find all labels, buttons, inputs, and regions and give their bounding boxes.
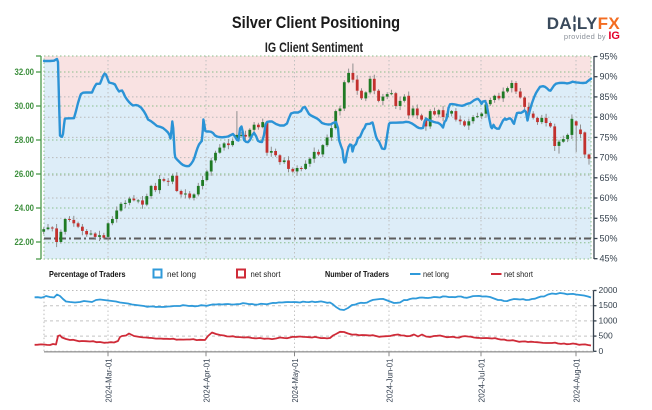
svg-text:32.00: 32.00 — [15, 67, 35, 77]
svg-text:28.00: 28.00 — [15, 135, 35, 145]
svg-text:22.00: 22.00 — [15, 237, 35, 247]
svg-text:65%: 65% — [600, 173, 618, 183]
svg-text:2024-Mar-01: 2024-Mar-01 — [104, 358, 114, 402]
svg-text:70%: 70% — [600, 153, 618, 163]
svg-text:95%: 95% — [600, 52, 618, 62]
svg-text:80%: 80% — [600, 112, 618, 122]
svg-text:24.00: 24.00 — [15, 203, 35, 213]
svg-text:30.00: 30.00 — [15, 101, 35, 111]
svg-text:1000: 1000 — [599, 315, 618, 325]
svg-text:net long: net long — [167, 269, 196, 279]
svg-text:net short: net short — [504, 269, 534, 279]
svg-text:2024-Aug-01: 2024-Aug-01 — [572, 358, 582, 402]
svg-text:Percentage of Traders: Percentage of Traders — [49, 269, 126, 279]
svg-text:2024-Jun-01: 2024-Jun-01 — [385, 358, 395, 402]
svg-text:90%: 90% — [600, 72, 618, 82]
svg-text:net long: net long — [423, 269, 449, 279]
svg-text:2000: 2000 — [599, 285, 618, 295]
svg-text:2024-May-01: 2024-May-01 — [290, 358, 300, 402]
svg-text:75%: 75% — [600, 132, 618, 142]
svg-text:2024-Apr-01: 2024-Apr-01 — [202, 358, 212, 402]
svg-text:2024-Jul-01: 2024-Jul-01 — [477, 358, 487, 402]
svg-text:60%: 60% — [600, 193, 618, 203]
svg-text:500: 500 — [599, 331, 613, 341]
svg-text:55%: 55% — [600, 213, 618, 223]
svg-text:50%: 50% — [600, 234, 618, 244]
svg-text:0: 0 — [599, 346, 604, 356]
svg-text:45%: 45% — [600, 254, 618, 264]
svg-text:26.00: 26.00 — [15, 169, 35, 179]
svg-text:Number of Traders: Number of Traders — [325, 269, 389, 279]
svg-text:1500: 1500 — [599, 300, 618, 310]
svg-text:85%: 85% — [600, 92, 618, 102]
svg-text:net short: net short — [251, 269, 282, 279]
